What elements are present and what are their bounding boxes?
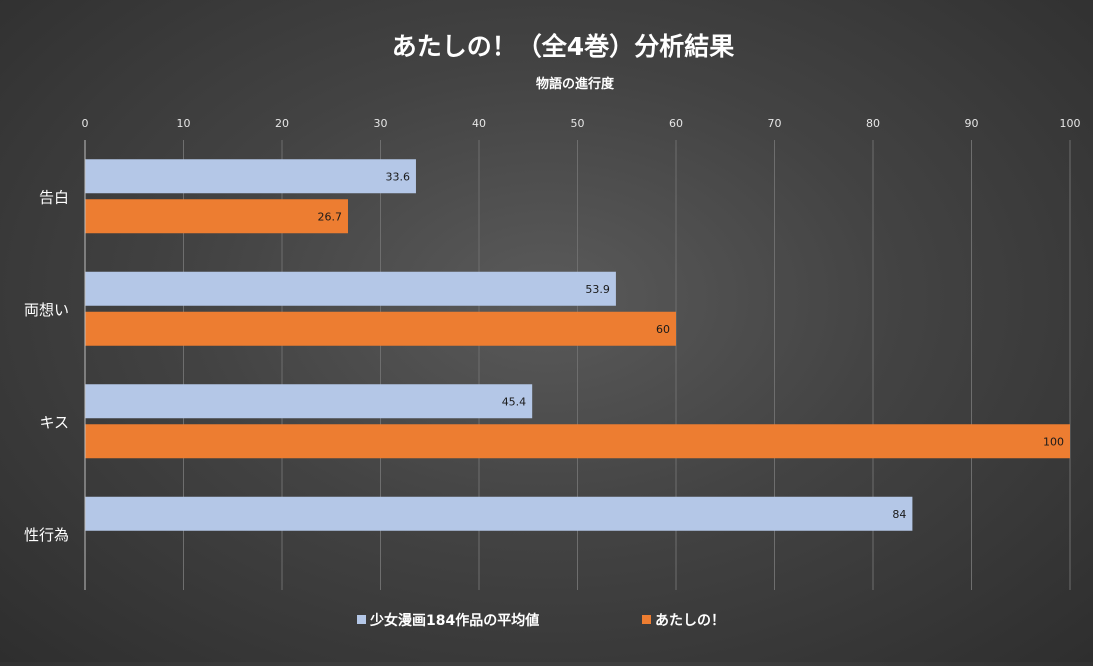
bar-average — [85, 496, 913, 531]
x-axis-title: 物語の進行度 — [536, 76, 615, 92]
bar-average — [85, 384, 533, 419]
bar-value-label: 53.9 — [585, 283, 610, 296]
bar-atashino — [85, 424, 1070, 459]
chart-title: あたしの！（全4巻）分析結果 — [392, 32, 734, 61]
bars — [85, 159, 1070, 531]
bar-average — [85, 159, 416, 194]
x-tick-label: 0 — [82, 117, 89, 130]
legend: 少女漫画184作品の平均値 あたしの！ — [357, 612, 725, 629]
x-tick-label: 70 — [768, 117, 782, 130]
legend-label: 少女漫画184作品の平均値 — [369, 612, 539, 629]
x-tick-label: 10 — [177, 117, 191, 130]
bar-labels: 33.6 26.7 53.9 60 45.4 100 84 — [317, 170, 1064, 521]
bar-value-label: 45.4 — [502, 395, 527, 408]
legend-swatch — [642, 615, 651, 624]
category-label: 性行為 — [24, 526, 69, 544]
bar-value-label: 100 — [1043, 435, 1064, 448]
category-label: 告白 — [39, 188, 69, 206]
x-tick-label: 60 — [669, 117, 683, 130]
x-tick-label: 40 — [472, 117, 486, 130]
x-tick-label: 90 — [965, 117, 979, 130]
x-tick-label: 30 — [374, 117, 388, 130]
x-tick-label: 50 — [571, 117, 585, 130]
category-label: キス — [39, 413, 69, 431]
bar-atashino — [85, 311, 676, 346]
legend-label: あたしの！ — [655, 613, 725, 629]
bar-value-label: 26.7 — [317, 210, 342, 223]
category-label: 両想い — [24, 301, 69, 319]
x-axis-ticks: 0 10 20 30 40 50 60 70 80 90 100 — [82, 117, 1081, 130]
bar-value-label: 33.6 — [385, 170, 410, 183]
x-tick-label: 20 — [275, 117, 289, 130]
bar-value-label: 84 — [892, 508, 906, 521]
x-tick-label: 100 — [1060, 117, 1081, 130]
bar-value-label: 60 — [656, 323, 670, 336]
bar-average — [85, 271, 616, 306]
x-tick-label: 80 — [866, 117, 880, 130]
bar-atashino — [85, 199, 348, 234]
legend-swatch — [357, 615, 366, 624]
